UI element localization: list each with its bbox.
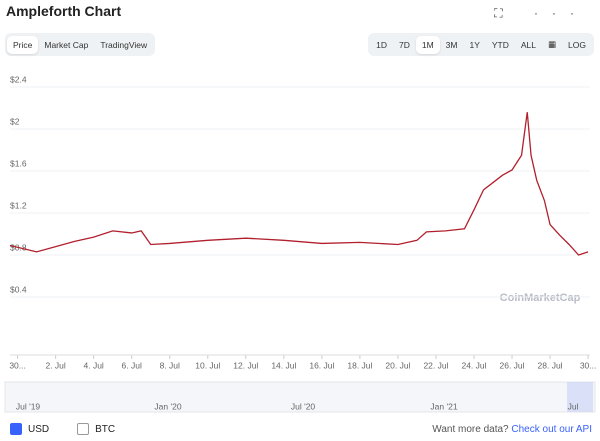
x-tick-label: 10. Jul (195, 360, 220, 370)
footer: USD BTC Want more data? Check out our AP… (0, 420, 600, 438)
x-tick-label: 14. Jul (271, 360, 296, 370)
navigator-window[interactable] (567, 382, 593, 412)
price-line (9, 112, 589, 256)
x-tick-label: 26. Jul (500, 360, 525, 370)
navigator (4, 381, 596, 413)
tab[interactable]: TradingView (100, 39, 148, 50)
api-link[interactable]: Check out our API (511, 423, 592, 435)
range-button[interactable]: LOG (568, 39, 586, 50)
navigator-label: Jul '20 (291, 401, 316, 411)
tab[interactable]: Market Cap (44, 39, 89, 50)
x-tick-label: 22. Jul (423, 360, 448, 370)
x-tick-label: 20. Jul (385, 360, 410, 370)
navigator-label: Jan '21 (430, 401, 457, 411)
calendar-button[interactable]: ▦ (548, 39, 557, 49)
x-tick-label: 24. Jul (461, 360, 486, 370)
checkbox[interactable] (10, 423, 22, 435)
y-tick-label: $1.6 (10, 158, 27, 168)
x-tick-label: 4. Jul (84, 360, 104, 370)
range-button[interactable]: 1M (415, 35, 440, 54)
x-tick-label: 6. Jul (122, 360, 142, 370)
x-tick-label: 12. Jul (233, 360, 258, 370)
range-button[interactable]: 7D (398, 39, 410, 50)
range-button[interactable]: 1D (376, 39, 387, 50)
y-tick-label: $1.2 (10, 200, 27, 210)
range-button[interactable]: 1Y (469, 39, 480, 50)
range-button[interactable]: YTD (491, 39, 509, 50)
tab-group: Price Market Cap TradingView (5, 33, 156, 56)
x-tick-label: 2. Jul (45, 360, 65, 370)
range-button[interactable]: ALL (520, 39, 537, 50)
x-tick-label: 28. Jul (538, 360, 563, 370)
navigator-label: Jul (568, 401, 579, 411)
currency-label: BTC (95, 423, 116, 435)
y-tick-label: $2 (10, 116, 20, 126)
range-group: 1D 7D 1M 3M 1Y YTD ALL ▦ LOG (368, 33, 594, 56)
chart-title: Ampleforth Chart (6, 3, 122, 19)
x-tick-label: 18. Jul (347, 360, 372, 370)
checkbox[interactable] (77, 423, 90, 435)
x-tick-label: 16. Jul (309, 360, 334, 370)
currency-label: USD (28, 423, 50, 435)
y-tick-label: $2.4 (10, 74, 27, 84)
tab[interactable]: Price (7, 35, 39, 54)
navigator-label: Jan '20 (154, 401, 181, 411)
range-button[interactable]: 3M (445, 39, 458, 50)
x-tick-label: 30... (9, 360, 26, 370)
navigator-label: Jul '19 (16, 401, 41, 411)
prompt-text: Want more data? (432, 423, 509, 435)
chart: CoinMarketCap Jul '19 Jan '20 Jul '20 Ja… (4, 74, 597, 413)
api-prompt: Want more data? Check out our API (432, 424, 592, 435)
toolbar-icons[interactable]: ⛶ ··· (494, 6, 588, 20)
watermark: CoinMarketCap (500, 292, 581, 304)
y-tick-label: $0.4 (10, 284, 27, 294)
x-tick-label: 30... (580, 360, 597, 370)
x-tick-label: 8. Jul (160, 360, 180, 370)
